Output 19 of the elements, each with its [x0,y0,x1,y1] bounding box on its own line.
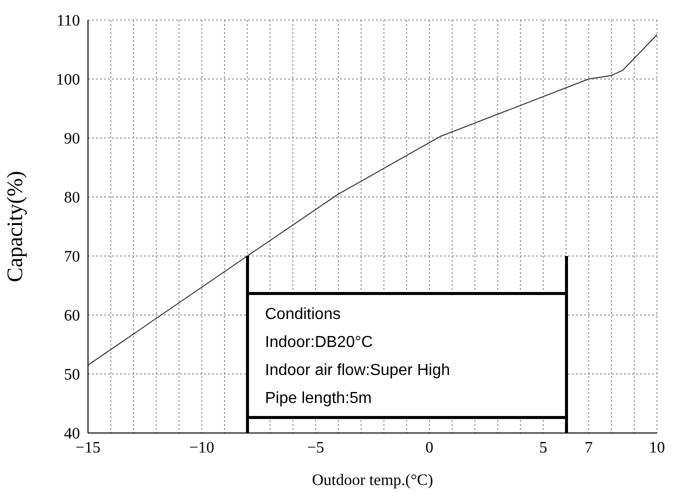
annotation: Indoor:DB20°C [265,333,374,353]
x-tick-label: 10 [649,439,665,456]
y-tick-label: 110 [56,12,80,30]
x-tick-label: −5 [307,439,324,456]
x-tick-label: 7 [584,439,593,456]
y-tick-label: 50 [64,366,80,384]
annotation: Indoor air flow:Super High [265,361,451,381]
y-tick-label: 90 [64,130,80,148]
x-tick-label: 5 [539,439,548,456]
x-axis-title: Outdoor temp.(°C) [312,472,434,489]
y-tick-label: 70 [64,248,80,266]
y-tick-label: 80 [64,190,80,207]
x-tick-label: −10 [189,439,214,456]
annotation: Conditions [265,305,342,325]
annotation: Pipe length:5m [265,389,373,409]
y-tick-label: 100 [56,72,80,89]
y-axis-title: Capacity(%) [2,170,27,282]
y-tick-label: 60 [64,308,80,325]
x-tick-label: 0 [425,439,434,456]
